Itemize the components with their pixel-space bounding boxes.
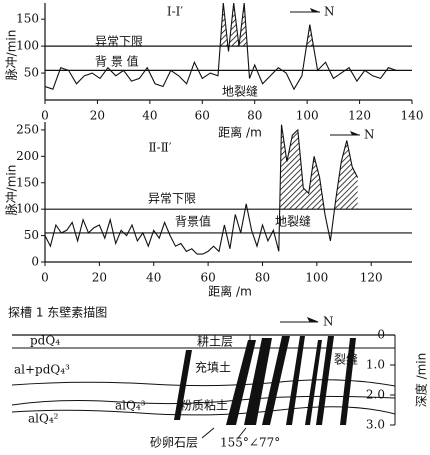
x-tick-label: 120 — [360, 271, 383, 285]
north: N — [323, 315, 334, 329]
depth-tick-label: 3.0 — [366, 418, 385, 432]
y-tick-label: 150 — [16, 12, 39, 26]
x-tick-label: 20 — [92, 271, 107, 285]
x-tick-label: 100 — [296, 109, 319, 123]
depth-tick-label: 1.0 — [366, 358, 385, 372]
y-tick-label: 250 — [16, 122, 39, 136]
layer-label: pdQ₄ — [30, 334, 60, 348]
y-tick-label: 50 — [24, 228, 39, 242]
depth-tick-label: 0 — [377, 328, 385, 342]
y-tick-label: 50 — [24, 66, 39, 80]
sketch — [11, 317, 396, 439]
data-line — [45, 124, 359, 255]
anomaly-hatch — [334, 140, 358, 210]
x-tick-label: 0 — [41, 109, 49, 123]
x-axis-label: 距离 /m — [218, 125, 262, 140]
layer-boundary — [11, 406, 396, 416]
y-tick-label: 150 — [16, 175, 39, 189]
leader — [237, 427, 247, 439]
north: N — [364, 128, 375, 142]
crack-label: 裂缝 — [334, 352, 358, 367]
y-tick-label: 100 — [16, 39, 39, 53]
cracks — [174, 336, 356, 425]
leader — [201, 427, 215, 439]
attitude-label: 155°∠77° — [220, 436, 280, 450]
chart-title: Ⅰ-Ⅰ′ — [167, 5, 184, 19]
crack-label: 地裂缝 — [275, 214, 311, 229]
x-tick-label: 120 — [348, 109, 371, 123]
x-tick-label: 140 — [401, 109, 424, 123]
y-tick-label: 0 — [31, 255, 39, 269]
anomaly-hatch — [279, 124, 325, 210]
x-tick-label: 60 — [195, 109, 210, 123]
y-axis-label: 脉冲/min — [4, 30, 19, 81]
fill-label: 充填土 — [195, 360, 231, 375]
anomaly-hatch — [220, 3, 228, 47]
x-axis-label: 距离 /m — [208, 284, 252, 299]
layer-label: alQ₄³ — [115, 399, 146, 413]
layer-boundary — [11, 379, 396, 387]
x-tick-label: 100 — [305, 271, 328, 285]
anomaly-hatch — [229, 3, 248, 47]
reference-label: 异常下限 — [148, 192, 196, 206]
x-tick-label: 20 — [90, 109, 105, 123]
north-arrow-head — [310, 8, 320, 12]
topsoil-label: 耕土层 — [197, 334, 233, 349]
layer-label: alQ₄² — [28, 412, 59, 426]
gravel-label: 砂卵石层 — [150, 436, 198, 450]
anomaly-hatch — [306, 24, 314, 47]
x-tick-label: 40 — [146, 271, 161, 285]
data-line — [45, 3, 397, 91]
depth-tick-label: 2.0 — [366, 388, 385, 402]
y-tick-label: 100 — [16, 202, 39, 216]
layer-label: al+pdQ₄³ — [14, 363, 70, 377]
reference-label: 背景值 — [175, 214, 211, 229]
x-tick-label: 60 — [200, 271, 215, 285]
y-tick-label: 200 — [16, 149, 39, 163]
x-tick-label: 40 — [142, 109, 157, 123]
sketch-title: 探槽 1 东壁素描图 — [8, 305, 107, 320]
clay-label: 粉质粘土 — [180, 398, 228, 413]
x-tick-label: 80 — [247, 109, 262, 123]
north: N — [324, 5, 335, 19]
north-arrow-head — [306, 317, 319, 323]
north-arrow-head — [350, 131, 360, 135]
reference-label: 背 景 值 — [95, 54, 139, 69]
x-tick-label: 80 — [255, 271, 270, 285]
y-axis-label: 脉冲/min — [4, 165, 19, 216]
depth-label: 深度 /min — [414, 353, 429, 408]
chart-title: Ⅱ-Ⅱ′ — [148, 141, 171, 155]
layer-boundary — [11, 395, 396, 406]
crack-label: 地裂缝 — [222, 84, 258, 99]
reference-label: 异常下限 — [95, 35, 143, 49]
x-tick-label: 0 — [41, 271, 49, 285]
